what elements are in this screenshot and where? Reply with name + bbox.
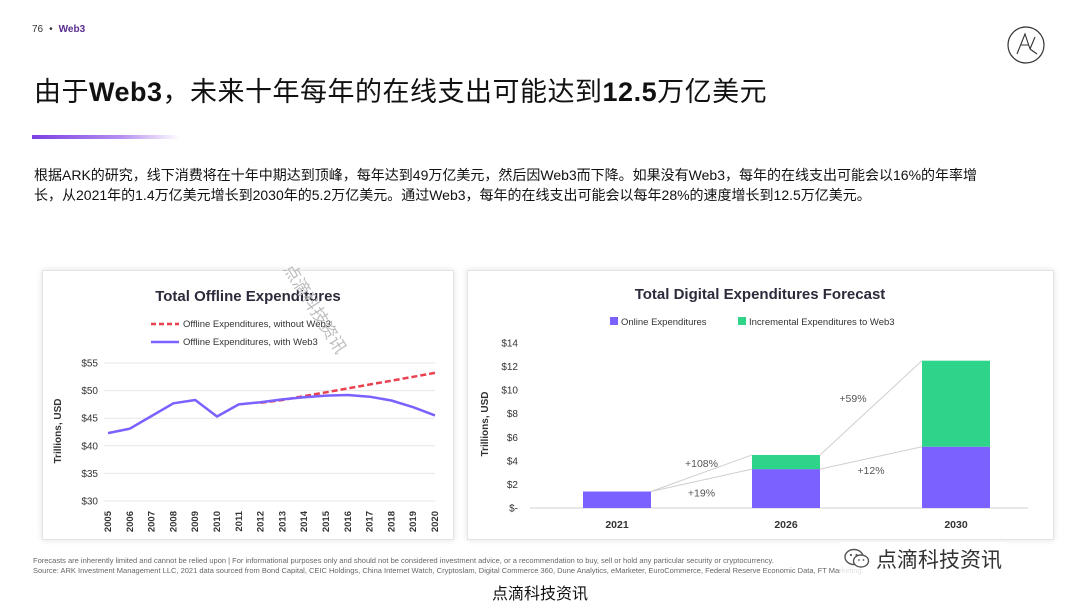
bar-web3-2030 [922,360,990,447]
digital-expenditures-chart: Total Digital Expenditures Forecast Onli… [480,286,1028,531]
offline-expenditures-panel: Total Offline Expenditures Offline Expen… [42,270,454,540]
source-text: Source: ARK Investment Management LLC, 2… [33,566,864,575]
x-tick-label: 2021 [605,519,629,531]
x-tick-label: 2005 [103,510,114,532]
bottom-watermark: 点滴科技资讯 [491,584,588,603]
legend-swatch-online [610,317,618,325]
x-tick-label: 2007 [147,511,158,532]
title-suffix: 万亿美元 [657,77,768,107]
y-tick-label: $6 [507,433,519,444]
growth-line-total [819,360,923,456]
y-tick-label: $45 [81,414,98,425]
growth-annotation: +108% [685,458,718,470]
x-tick-label: 2011 [234,510,245,531]
title-middle: ，未来十年每年的在线支出可能达到 [162,77,603,107]
y-axis-label: Trillions, USD [480,391,491,456]
growth-annotation: +12% [857,465,884,477]
x-tick-label: 2019 [408,511,419,532]
x-tick-label: 2020 [430,511,441,532]
y-tick-label: $8 [507,409,519,420]
x-tick-label: 2010 [212,511,223,532]
growth-line-online [650,468,753,492]
growth-line-total [650,454,753,492]
page-number: 76 [32,24,44,35]
wechat-account-name: 点滴科技资讯 [876,549,1002,572]
bar-online-2021 [583,491,651,508]
x-tick-label: 2009 [190,511,201,532]
y-tick-label: $40 [81,441,98,452]
accent-divider [32,135,180,139]
y-tick-label: $2 [507,480,519,491]
y-tick-label: $50 [81,386,98,397]
x-tick-label: 2018 [386,511,397,532]
y-tick-label: $12 [501,362,518,373]
bar-online-2026 [752,469,820,508]
legend-swatch-web3 [738,317,746,325]
y-tick-label: $14 [501,339,518,350]
body-paragraph: 根据ARK的研究，线下消费将在十年中期达到顶峰，每年达到49万亿美元，然后因We… [34,167,978,203]
disclaimer-text: Forecasts are inherently limited and can… [33,556,774,565]
title-prefix: 由于 [34,77,89,107]
series-line-with-web3 [107,393,436,435]
digital-expenditures-panel: Total Digital Expenditures Forecast Onli… [467,270,1054,540]
legend-label-online: Online Expenditures [621,317,707,328]
x-tick-label: 2026 [774,519,798,531]
title-web3: Web3 [89,77,163,107]
growth-line-online [819,446,923,470]
y-tick-label: $- [509,504,518,515]
growth-annotation: +59% [839,393,866,405]
footnote: Forecasts are inherently limited and can… [33,556,1033,576]
x-tick-label: 2016 [343,511,354,532]
y-tick-label: $55 [81,359,98,370]
x-tick-label: 2017 [365,511,376,532]
chart-title: Total Offline Expenditures [155,288,341,305]
x-tick-label: 2013 [277,511,288,532]
y-tick-label: $30 [81,497,98,508]
legend-label-with-web3: Offline Expenditures, with Web3 [183,337,318,348]
bar-online-2030 [922,446,990,508]
section-label: Web3 [58,24,86,35]
chart-title: Total Digital Expenditures Forecast [635,286,886,303]
legend-label-without-web3: Offline Expenditures, without Web3 [183,319,331,330]
offline-expenditures-chart: Total Offline Expenditures Offline Expen… [53,288,441,532]
ark-logo-icon [1007,26,1045,64]
x-tick-label: 2014 [299,510,310,532]
x-tick-label: 2008 [168,511,179,532]
x-tick-label: 2012 [256,511,267,532]
y-tick-label: $10 [501,386,518,397]
legend-label-web3: Incremental Expenditures to Web3 [749,317,895,328]
header-separator: • [49,24,53,35]
y-tick-label: $4 [507,456,519,467]
x-tick-label: 2006 [125,511,136,532]
bar-web3-2026 [752,454,820,470]
x-tick-label: 2015 [321,510,332,532]
wechat-watermark: 点滴科技资讯 [840,542,1006,576]
page-header: 76 • Web3 [32,24,85,35]
x-tick-label: 2030 [944,519,968,531]
y-tick-label: $35 [81,469,98,480]
y-axis-label: Trillions, USD [53,398,64,463]
wechat-icon [844,548,870,568]
growth-annotation: +19% [688,487,715,499]
title-amount: 12.5 [602,77,658,107]
page-title: 由于Web3，未来十年每年的在线支出可能达到12.5万亿美元 [34,70,767,109]
